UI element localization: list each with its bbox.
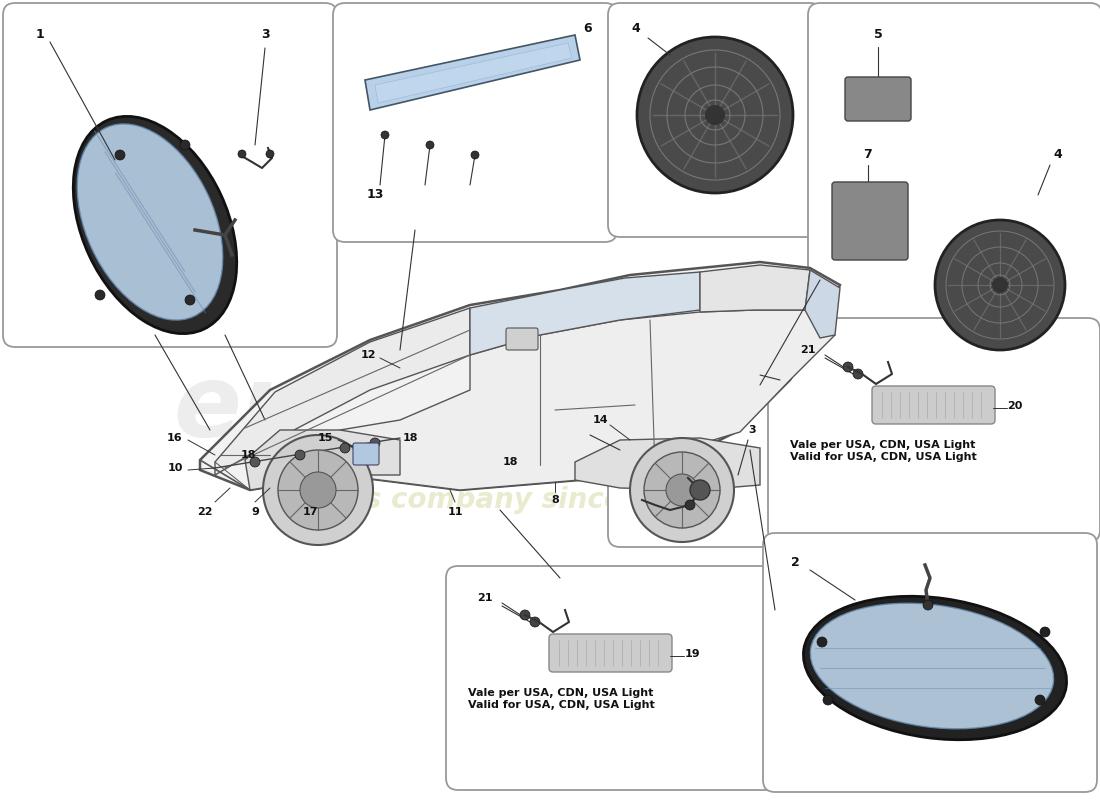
FancyBboxPatch shape <box>845 77 911 121</box>
FancyBboxPatch shape <box>608 403 777 547</box>
FancyBboxPatch shape <box>872 386 996 424</box>
Circle shape <box>923 600 933 610</box>
Circle shape <box>426 141 434 149</box>
Text: 17: 17 <box>302 507 318 517</box>
Text: 18: 18 <box>403 433 418 443</box>
Text: 21: 21 <box>801 345 816 355</box>
Ellipse shape <box>811 603 1054 729</box>
FancyBboxPatch shape <box>506 328 538 350</box>
Text: 16: 16 <box>167 433 183 443</box>
Polygon shape <box>470 272 700 355</box>
FancyBboxPatch shape <box>3 3 337 347</box>
Polygon shape <box>340 310 835 490</box>
Text: 1: 1 <box>35 29 44 42</box>
Circle shape <box>250 457 260 467</box>
Circle shape <box>666 474 698 506</box>
Text: 4: 4 <box>631 22 640 34</box>
FancyBboxPatch shape <box>608 3 822 237</box>
FancyBboxPatch shape <box>353 443 380 465</box>
Polygon shape <box>575 438 760 490</box>
Circle shape <box>263 435 373 545</box>
Ellipse shape <box>803 596 1067 740</box>
Circle shape <box>471 151 478 159</box>
Text: 13: 13 <box>366 189 384 202</box>
Circle shape <box>278 450 358 530</box>
Polygon shape <box>214 308 470 475</box>
FancyBboxPatch shape <box>763 533 1097 792</box>
Circle shape <box>520 610 530 620</box>
Circle shape <box>823 695 833 705</box>
Circle shape <box>340 443 350 453</box>
Text: Vale per USA, CDN, USA Light
Valid for USA, CDN, USA Light: Vale per USA, CDN, USA Light Valid for U… <box>790 440 977 462</box>
Circle shape <box>935 220 1065 350</box>
Text: 18: 18 <box>503 457 518 467</box>
Circle shape <box>705 105 725 125</box>
FancyBboxPatch shape <box>333 3 617 242</box>
Circle shape <box>644 452 721 528</box>
Circle shape <box>238 150 246 158</box>
Circle shape <box>690 480 710 500</box>
Circle shape <box>370 438 379 448</box>
Text: 21: 21 <box>477 593 493 603</box>
Text: 19: 19 <box>684 649 700 659</box>
Text: 5: 5 <box>873 29 882 42</box>
Circle shape <box>266 150 274 158</box>
Text: 9: 9 <box>251 507 258 517</box>
Polygon shape <box>245 430 400 490</box>
Polygon shape <box>200 262 840 490</box>
Text: 3: 3 <box>261 29 270 42</box>
Polygon shape <box>375 43 572 103</box>
FancyBboxPatch shape <box>808 3 1100 417</box>
Circle shape <box>992 277 1008 293</box>
Text: 12: 12 <box>361 350 376 360</box>
Circle shape <box>1035 695 1045 705</box>
Text: 11: 11 <box>448 507 463 517</box>
Polygon shape <box>805 270 840 338</box>
Text: 18: 18 <box>240 450 255 460</box>
Text: 15: 15 <box>317 433 332 443</box>
Circle shape <box>1040 627 1050 637</box>
Text: 8: 8 <box>551 495 559 505</box>
Text: 20: 20 <box>1008 401 1023 411</box>
Text: 2: 2 <box>791 555 800 569</box>
Circle shape <box>381 131 389 139</box>
Text: Vale per USA, CDN, USA Light
Valid for USA, CDN, USA Light: Vale per USA, CDN, USA Light Valid for U… <box>468 688 654 710</box>
Polygon shape <box>365 35 580 110</box>
Circle shape <box>817 637 827 647</box>
Circle shape <box>295 450 305 460</box>
Text: 10: 10 <box>167 463 183 473</box>
Text: eurospares: eurospares <box>174 362 806 458</box>
Ellipse shape <box>74 116 236 334</box>
FancyBboxPatch shape <box>832 182 908 260</box>
Text: 4: 4 <box>1054 149 1063 162</box>
Circle shape <box>116 150 125 160</box>
Circle shape <box>95 290 104 300</box>
Text: 22: 22 <box>197 507 212 517</box>
Polygon shape <box>700 265 810 312</box>
Text: 7: 7 <box>864 149 872 162</box>
Circle shape <box>852 369 864 379</box>
FancyBboxPatch shape <box>446 566 778 790</box>
Circle shape <box>300 472 336 508</box>
Circle shape <box>185 295 195 305</box>
Circle shape <box>630 438 734 542</box>
Text: 6: 6 <box>584 22 592 34</box>
Text: a parts company since 1985: a parts company since 1985 <box>271 486 710 514</box>
Circle shape <box>843 362 852 372</box>
Circle shape <box>530 617 540 627</box>
Text: 14: 14 <box>592 415 608 425</box>
FancyBboxPatch shape <box>768 318 1100 542</box>
Circle shape <box>637 37 793 193</box>
FancyBboxPatch shape <box>549 634 672 672</box>
Ellipse shape <box>77 124 223 320</box>
Circle shape <box>685 500 695 510</box>
Circle shape <box>180 140 190 150</box>
Text: 3: 3 <box>748 425 756 435</box>
